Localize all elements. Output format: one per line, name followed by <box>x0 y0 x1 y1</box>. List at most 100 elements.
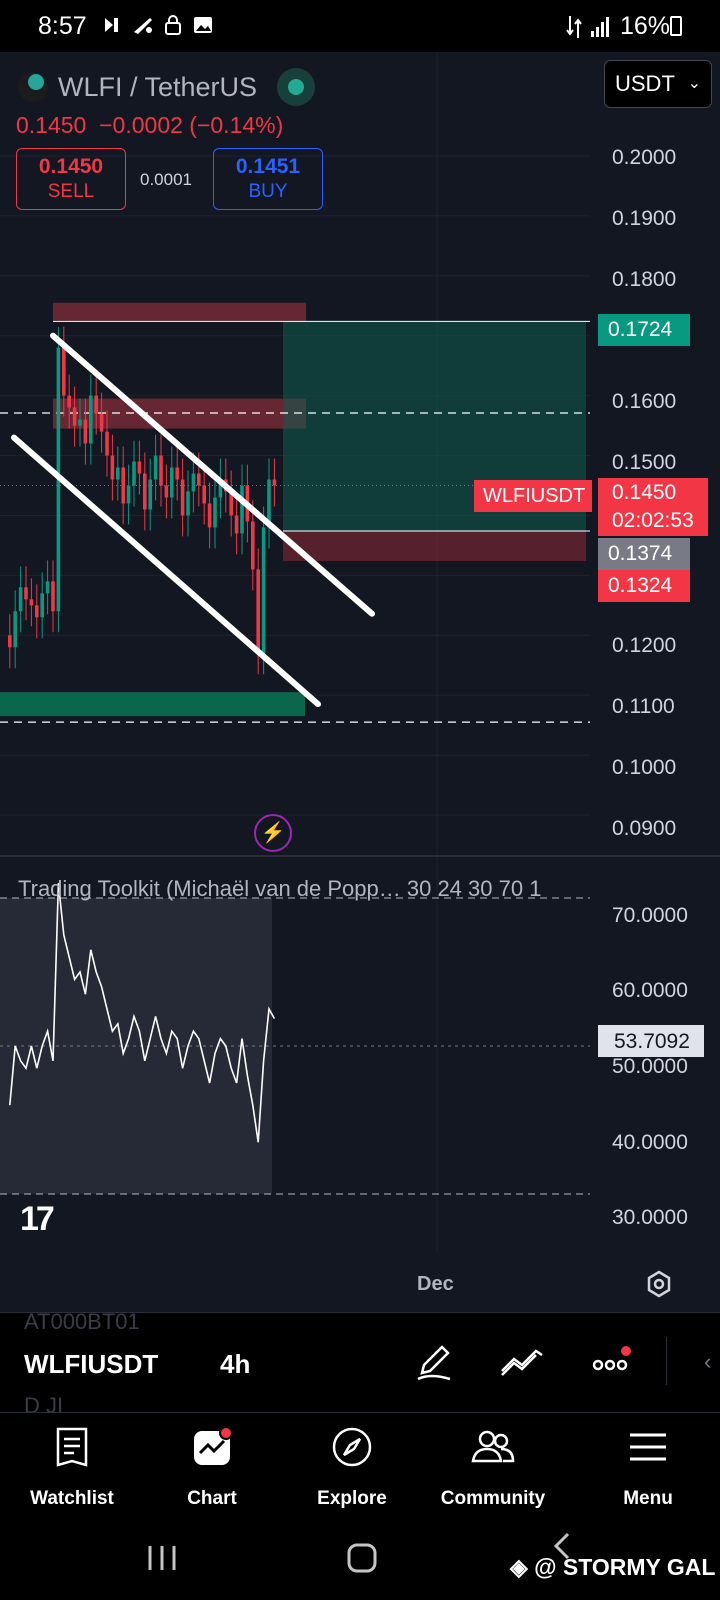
market-open-icon <box>277 68 316 106</box>
candle <box>29 599 34 606</box>
symbol-price-tag: WLFIUSDT <box>474 480 592 512</box>
indicator-tick: 40.0000 <box>612 1131 688 1154</box>
price-tick: 0.1200 <box>612 634 677 657</box>
candle <box>159 455 163 486</box>
candle <box>234 515 239 534</box>
buy-button[interactable]: 0.1451 BUY <box>213 148 323 210</box>
nav-label: Menu <box>623 1488 673 1509</box>
pane-divider[interactable] <box>0 855 720 857</box>
candle <box>207 503 212 528</box>
candle <box>137 461 142 474</box>
candle <box>251 521 255 570</box>
chevron-down-icon: ⌄ <box>687 75 701 92</box>
candle <box>170 467 174 498</box>
candle <box>78 419 82 426</box>
binance-logo-icon: ◈ <box>510 1554 528 1580</box>
stop-price-tag: 0.1324 <box>598 570 690 602</box>
price-tick: 0.1800 <box>612 268 677 291</box>
signal-boost-icon <box>134 18 152 34</box>
candle <box>148 479 152 510</box>
cell-signal-icon <box>590 16 609 37</box>
data-transfer-icon <box>566 15 582 38</box>
symbol-title[interactable]: WLFI / TetherUS <box>58 71 258 102</box>
currency-select[interactable]: USDT ⌄ <box>604 60 712 108</box>
bar-countdown: 02:02:53 <box>598 506 708 536</box>
sell-button[interactable]: 0.1450 SELL <box>16 148 126 210</box>
channel-upper <box>50 332 375 617</box>
indicator-tick: 50.0000 <box>612 1055 688 1078</box>
pencil-icon[interactable] <box>412 1343 456 1383</box>
buy-label: BUY <box>248 181 288 202</box>
indicator-value-tag: 53.7092 <box>598 1025 704 1057</box>
recents-icon[interactable] <box>146 1542 178 1574</box>
nav-label: Chart <box>187 1488 237 1509</box>
chevron-left-icon[interactable]: ‹ <box>704 1349 712 1374</box>
watermark-text: @ STORMY GAL <box>534 1554 716 1580</box>
nav-label: Community <box>440 1488 546 1509</box>
lightning-icon[interactable]: ⚡ <box>254 814 292 852</box>
candle <box>132 461 136 486</box>
currency-value: USDT <box>615 71 675 96</box>
nav-menu[interactable]: Menu <box>588 1425 708 1510</box>
chart-area[interactable] <box>0 52 720 1312</box>
indicator-line <box>9 883 276 1143</box>
nav-watchlist[interactable]: Watchlist <box>12 1425 132 1510</box>
settings-icon[interactable] <box>645 1270 673 1298</box>
price-change: 0.1450 −0.0002 (−0.14%) <box>16 112 284 138</box>
back-icon[interactable] <box>550 1530 574 1562</box>
symbol-logo-icon <box>18 72 48 102</box>
toolbar-symbol[interactable]: WLFIUSDT <box>24 1349 159 1379</box>
more-icon[interactable] <box>590 1343 634 1383</box>
system-nav <box>0 1522 720 1600</box>
nav-explore[interactable]: Explore <box>292 1425 412 1510</box>
price-tick: 0.2000 <box>612 146 677 169</box>
candle <box>126 485 131 504</box>
nav-community[interactable]: Community <box>433 1425 553 1510</box>
price-tick: 0.1900 <box>612 207 677 230</box>
symbol-header[interactable]: WLFI / TetherUS <box>18 68 316 106</box>
sell-label: SELL <box>47 181 95 202</box>
target-price-tag: 0.1724 <box>598 314 690 346</box>
price-chart[interactable] <box>0 52 720 1312</box>
candle <box>164 485 169 498</box>
candle <box>180 479 185 516</box>
candle <box>13 611 17 648</box>
candle <box>35 605 39 618</box>
candle <box>72 407 77 426</box>
nav-chart[interactable]: Chart <box>152 1425 272 1510</box>
lock-icon <box>165 15 181 35</box>
candle <box>261 527 266 654</box>
candle <box>197 473 201 486</box>
candle <box>267 479 271 528</box>
candle <box>186 491 190 516</box>
indicators-icon[interactable] <box>500 1343 544 1383</box>
candle <box>121 467 125 504</box>
status-left-icons <box>102 14 214 36</box>
nav-label: Watchlist <box>30 1488 114 1509</box>
price-tick: 0.1500 <box>612 451 677 474</box>
spread-value: 0.0001 <box>140 170 192 189</box>
candle <box>18 587 23 612</box>
indicator-title[interactable]: Trading Toolkit (Michaël van de Popp… 30… <box>18 876 542 901</box>
status-right: 16% <box>566 12 670 41</box>
home-icon[interactable] <box>346 1542 378 1574</box>
price-tick: 0.1000 <box>612 756 677 779</box>
candle <box>89 395 93 444</box>
menu-icon <box>630 1433 666 1461</box>
status-time: 8:57 <box>38 12 87 40</box>
price-tick: 0.1600 <box>612 390 677 413</box>
candle <box>202 485 206 504</box>
candle <box>105 431 109 456</box>
candle <box>116 467 120 480</box>
channel-lower <box>11 434 321 708</box>
ghost-symbol: AT000BT01 <box>24 1309 140 1334</box>
candle <box>256 569 260 654</box>
zone-box <box>0 692 305 717</box>
candle <box>153 455 158 480</box>
price-tick: 0.1100 <box>612 695 675 718</box>
zone-box <box>53 302 306 321</box>
sell-price: 0.1450 <box>38 155 104 178</box>
indicator-tick: 70.0000 <box>612 904 688 927</box>
candle <box>99 413 104 432</box>
toolbar-interval[interactable]: 4h <box>220 1349 251 1379</box>
